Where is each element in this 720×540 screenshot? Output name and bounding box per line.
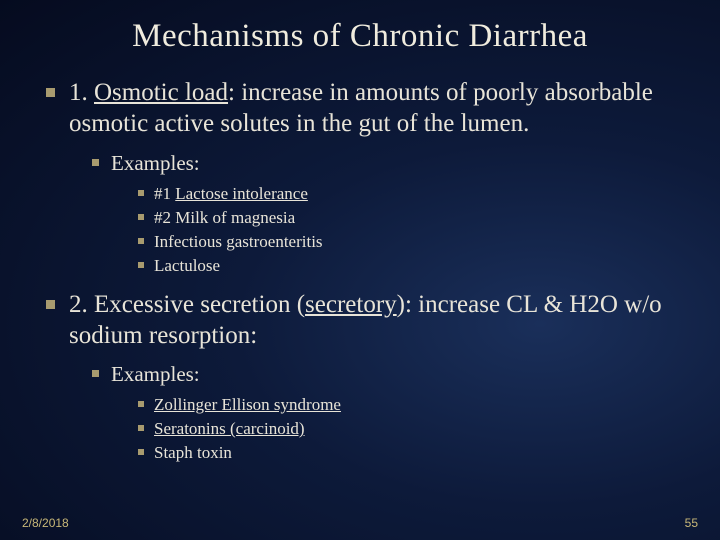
bullet-icon bbox=[138, 190, 144, 196]
mech1-ex1b: Lactose intolerance bbox=[175, 184, 308, 203]
mech2-example-3: Staph toxin bbox=[138, 442, 680, 465]
slide: Mechanisms of Chronic Diarrhea 1. Osmoti… bbox=[0, 0, 720, 540]
mech1-example-1: #1 Lactose intolerance bbox=[138, 183, 680, 206]
mech2-example-2: Seratonins (carcinoid) bbox=[138, 418, 680, 441]
mechanism-1-text: 1. Osmotic load: increase in amounts of … bbox=[69, 77, 680, 140]
mech2-term: secretory bbox=[305, 291, 397, 318]
bullet-icon bbox=[138, 401, 144, 407]
mech1-examples-label-row: Examples: bbox=[92, 150, 680, 177]
mech1-ex2-text: #2 Milk of magnesia bbox=[154, 207, 295, 230]
bullet-icon bbox=[138, 425, 144, 431]
bullet-icon bbox=[138, 449, 144, 455]
mech2-ex2-text: Seratonins (carcinoid) bbox=[154, 418, 305, 441]
mech1-term: Osmotic load bbox=[94, 79, 228, 106]
bullet-icon bbox=[138, 262, 144, 268]
bullet-icon bbox=[92, 159, 99, 166]
mech1-example-3: Infectious gastroenteritis bbox=[138, 231, 680, 254]
bullet-icon bbox=[138, 214, 144, 220]
mechanism-2-text: 2. Excessive secretion (secretory): incr… bbox=[69, 289, 680, 352]
bullet-icon bbox=[46, 88, 55, 97]
mech2-example-1: Zollinger Ellison syndrome bbox=[138, 394, 680, 417]
mech2-examples-label-row: Examples: bbox=[92, 361, 680, 388]
mech2-prefix: 2. Excessive secretion ( bbox=[69, 291, 305, 318]
mech1-ex1-text: #1 Lactose intolerance bbox=[154, 183, 308, 206]
mechanism-2: 2. Excessive secretion (secretory): incr… bbox=[46, 289, 680, 352]
mech1-ex3-text: Infectious gastroenteritis bbox=[154, 231, 323, 254]
footer: 2/8/2018 55 bbox=[22, 516, 698, 530]
footer-date: 2/8/2018 bbox=[22, 516, 69, 530]
bullet-icon bbox=[92, 370, 99, 377]
mech1-ex1a: #1 bbox=[154, 184, 175, 203]
mech2-ex1-text: Zollinger Ellison syndrome bbox=[154, 394, 341, 417]
mech2-examples-label: Examples: bbox=[111, 361, 200, 388]
footer-page-number: 55 bbox=[685, 516, 698, 530]
mechanism-1: 1. Osmotic load: increase in amounts of … bbox=[46, 77, 680, 140]
mech2-ex3-text: Staph toxin bbox=[154, 442, 232, 465]
bullet-icon bbox=[46, 300, 55, 309]
mech1-num: 1. bbox=[69, 79, 94, 106]
slide-title: Mechanisms of Chronic Diarrhea bbox=[40, 18, 680, 55]
mech1-examples-label: Examples: bbox=[111, 150, 200, 177]
mech1-ex4-text: Lactulose bbox=[154, 255, 220, 278]
mech1-example-2: #2 Milk of magnesia bbox=[138, 207, 680, 230]
bullet-icon bbox=[138, 238, 144, 244]
mech1-example-4: Lactulose bbox=[138, 255, 680, 278]
